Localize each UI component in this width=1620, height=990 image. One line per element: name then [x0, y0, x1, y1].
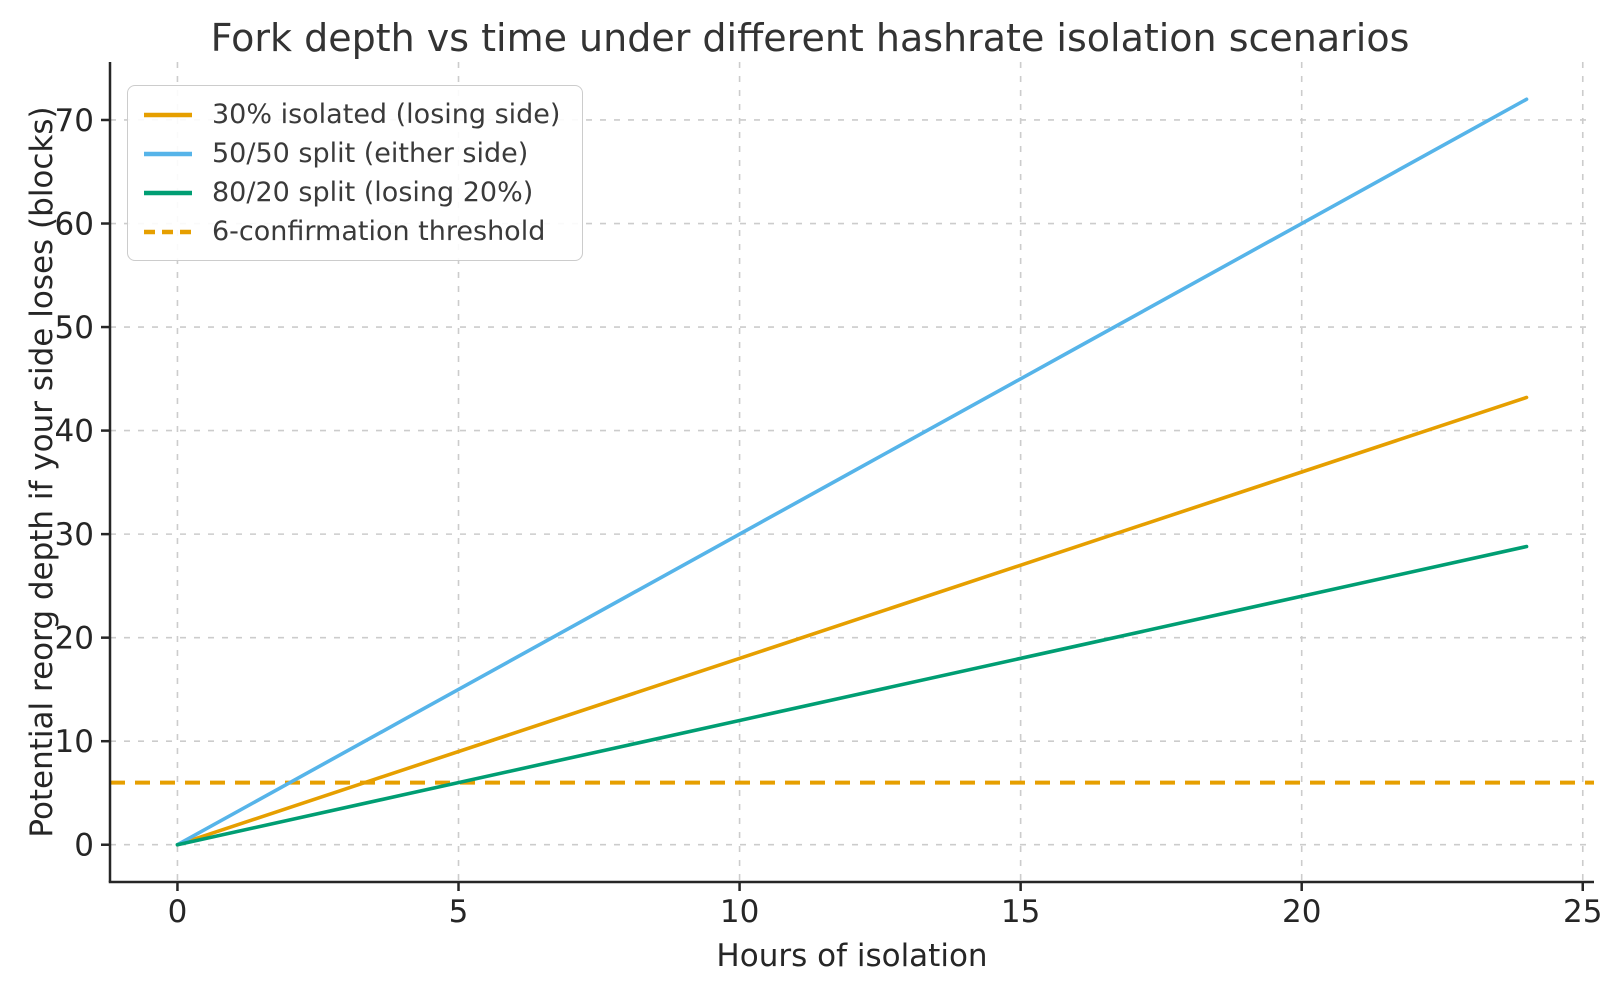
x-tick-label: 0 — [168, 894, 188, 930]
y-tick-label: 30 — [55, 517, 94, 553]
series-line-2 — [175, 544, 1529, 847]
legend-item-label: 50/50 split (either side) — [212, 138, 529, 169]
y-tick-label: 20 — [55, 621, 94, 657]
y-axis-label: Potential reorg depth if your side loses… — [24, 106, 60, 838]
legend-line-sample — [144, 151, 192, 156]
x-axis-label: Hours of isolation — [716, 938, 988, 974]
legend: 30% isolated (losing side) 50/50 split (e… — [127, 85, 584, 261]
legend-item: 80/20 split (losing 20%) — [142, 174, 560, 211]
x-tick-label: 15 — [1001, 894, 1040, 930]
legend-item-label: 30% isolated (losing side) — [212, 99, 561, 130]
y-tick-label: 50 — [55, 310, 94, 346]
legend-item-label: 80/20 split (losing 20%) — [212, 177, 534, 208]
legend-item: 50/50 split (either side) — [142, 135, 560, 172]
gridlines — [110, 62, 1594, 882]
series-line-0 — [175, 395, 1529, 847]
legend-item: 30% isolated (losing side) — [142, 96, 560, 133]
legend-line-sample — [144, 190, 192, 195]
legend-item: 6-confirmation threshold — [142, 213, 560, 250]
y-tick-label: 10 — [55, 724, 94, 760]
x-tick-label: 10 — [720, 894, 759, 930]
legend-line-sample — [144, 229, 192, 234]
axis-ticks: 0 5 10 15 20 25 0 10 20 30 40 50 60 70 — [55, 103, 1603, 930]
y-tick-label: 40 — [55, 413, 94, 449]
x-tick-label: 5 — [449, 894, 469, 930]
series-line-1 — [175, 97, 1529, 847]
y-tick-label: 60 — [55, 206, 94, 242]
chart-title: Fork depth vs time under different hashr… — [210, 16, 1410, 60]
y-tick-label: 70 — [55, 103, 94, 139]
x-tick-label: 20 — [1282, 894, 1321, 930]
x-tick-label: 25 — [1563, 894, 1602, 930]
legend-line-sample — [144, 112, 192, 117]
legend-item-label: 6-confirmation threshold — [212, 216, 546, 247]
y-tick-label: 0 — [74, 828, 94, 864]
